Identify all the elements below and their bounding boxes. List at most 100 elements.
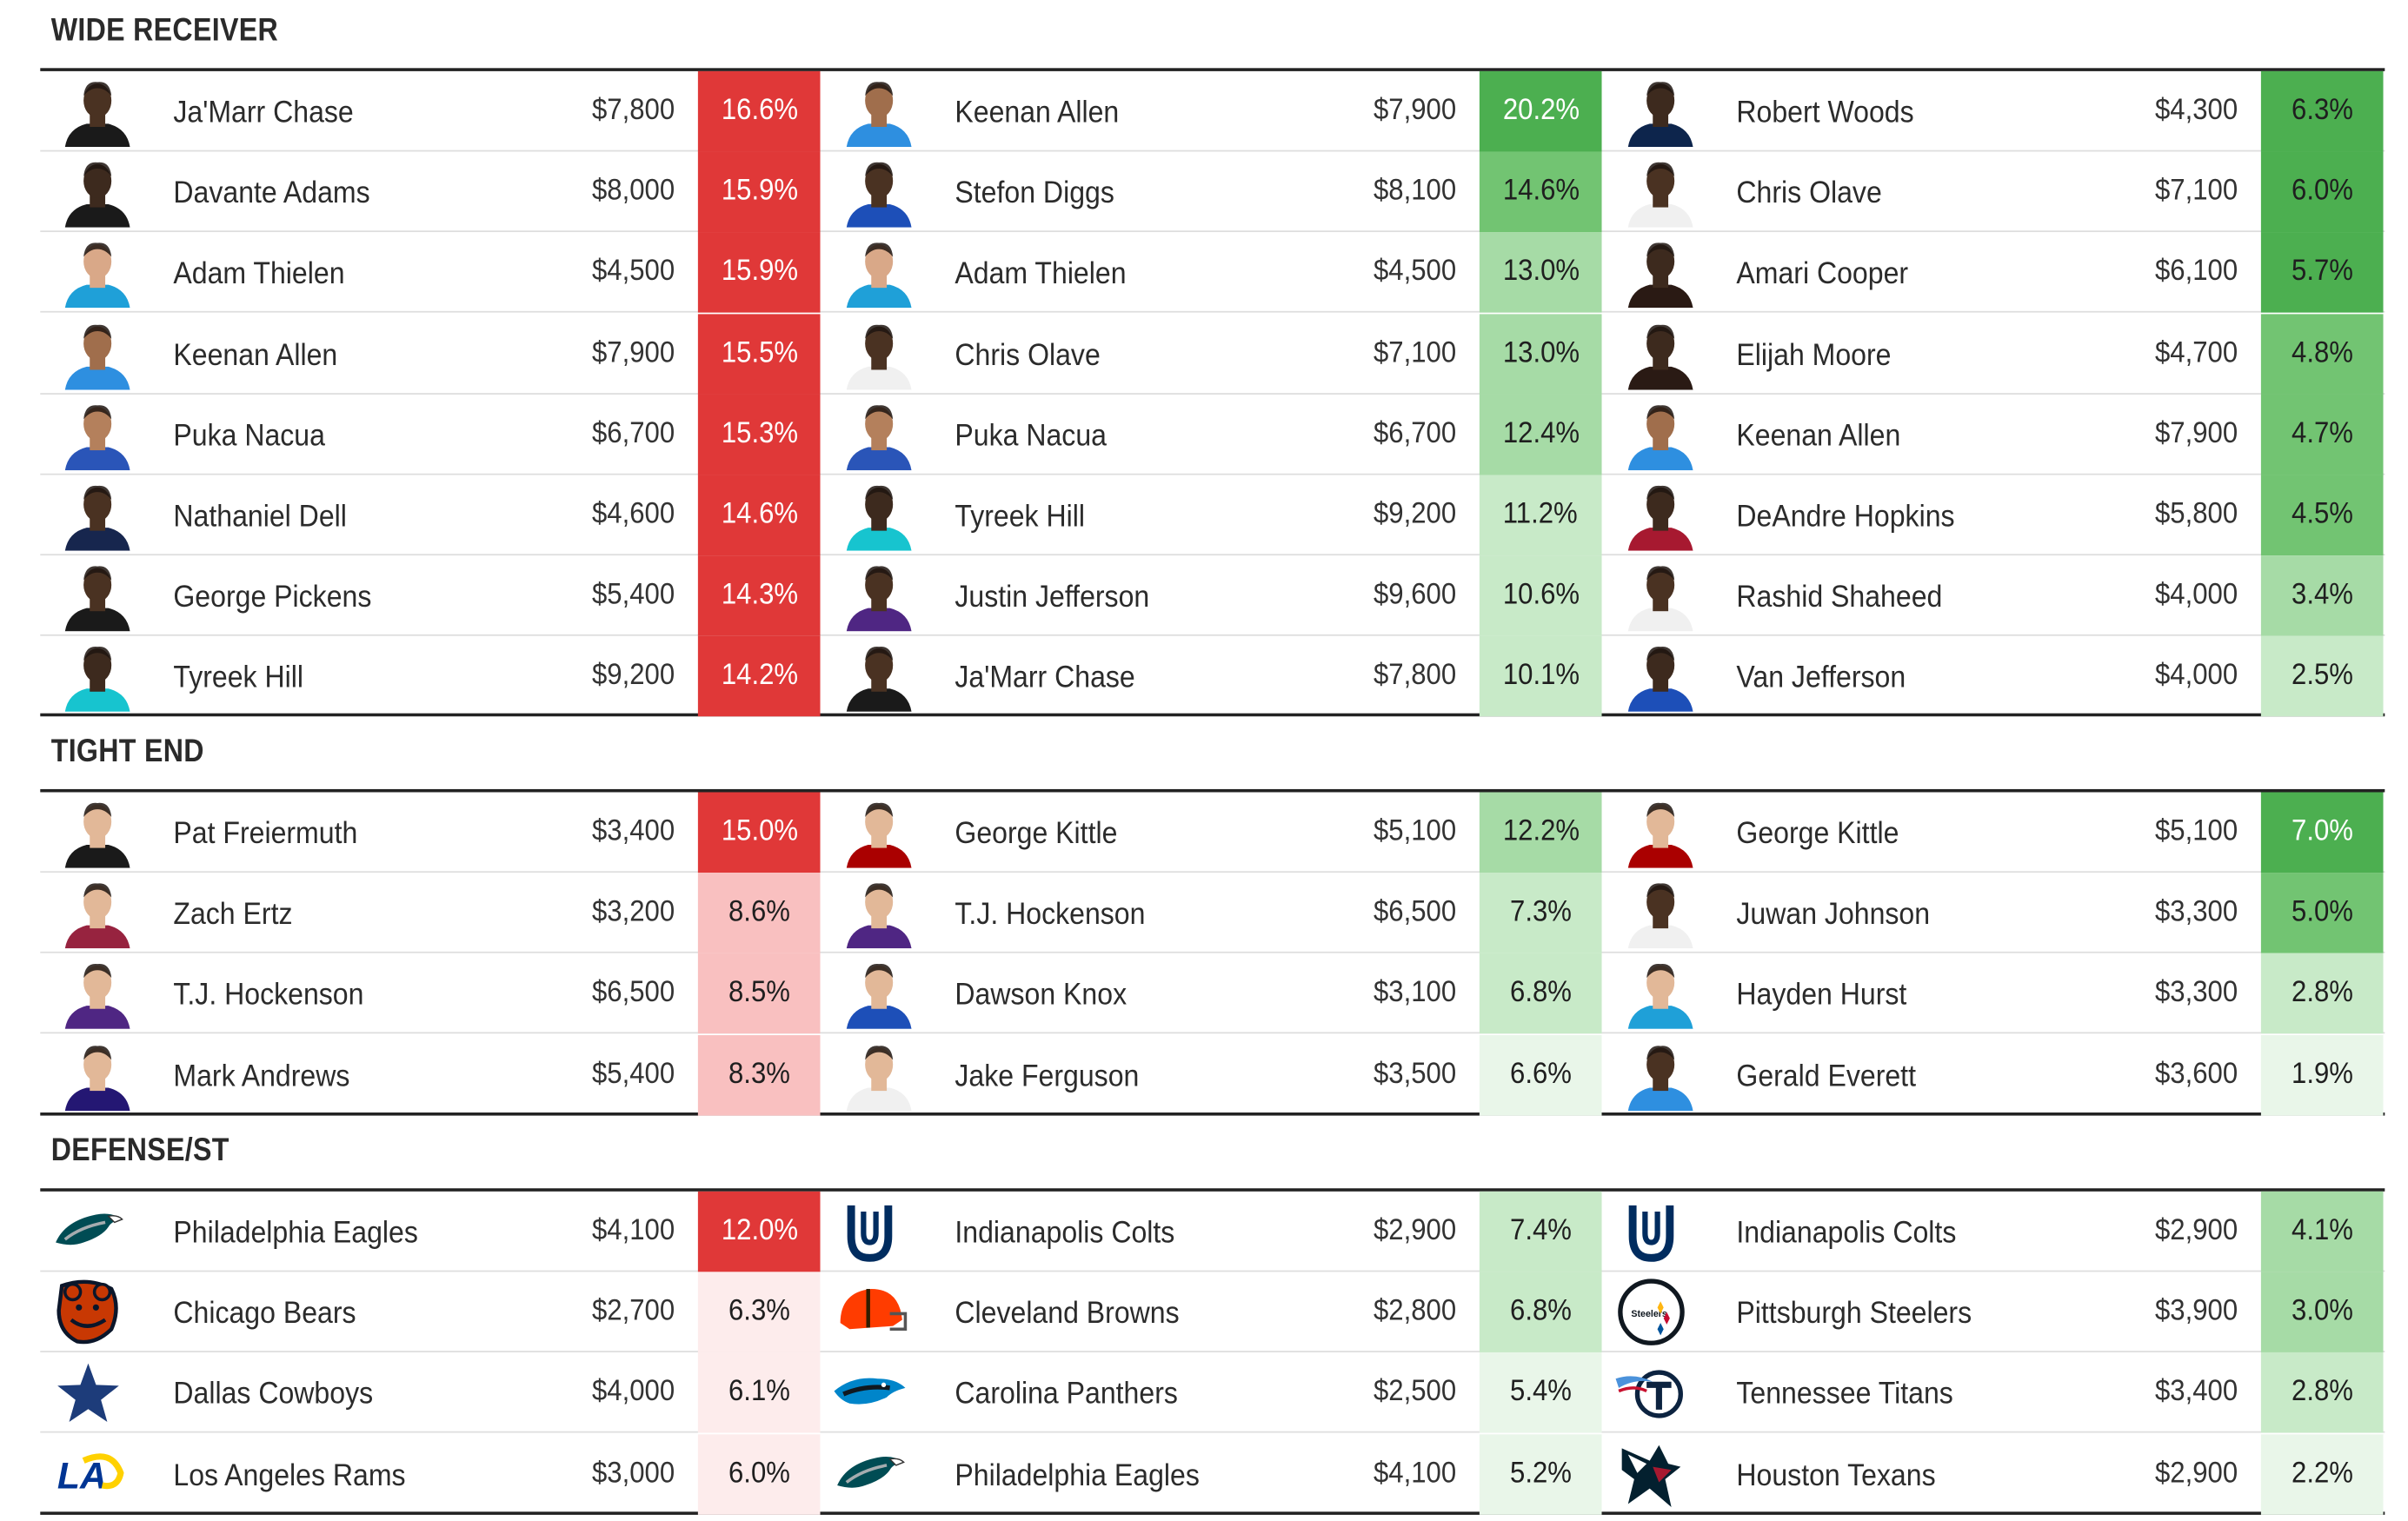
player-name: George Kittle	[955, 816, 1118, 852]
player-cell-pittsburgh-steelers[interactable]: Steelers Pittsburgh Steelers $3,900 3.0%	[1603, 1272, 2385, 1353]
player-cell-dawson-knox[interactable]: Dawson Knox $3,100 6.8%	[822, 953, 1603, 1034]
player-headshot-icon	[62, 1039, 133, 1111]
player-salary: $3,400	[591, 815, 675, 848]
player-cell-philadelphia-eagles[interactable]: Philadelphia Eagles $4,100 5.2%	[822, 1433, 1603, 1515]
player-cell-george-kittle[interactable]: George Kittle $5,100 12.2%	[822, 792, 1603, 873]
player-cell-elijah-moore[interactable]: Elijah Moore $4,700 4.8%	[1603, 313, 2385, 395]
ownership-percent-value: 11.2%	[1503, 498, 1579, 531]
player-cell-stefon-diggs[interactable]: Stefon Diggs $8,100 14.6%	[822, 151, 1603, 233]
player-cell-indianapolis-colts[interactable]: Indianapolis Colts $2,900 7.4%	[822, 1191, 1603, 1272]
player-cell-tyreek-hill[interactable]: Tyreek Hill $9,200 14.2%	[40, 636, 822, 717]
player-cell-hayden-hurst[interactable]: Hayden Hurst $3,300 2.8%	[1603, 953, 2385, 1034]
ownership-percent-value: 6.1%	[728, 1376, 790, 1409]
ownership-percent-value: 4.1%	[2291, 1214, 2353, 1247]
player-cell-amari-cooper[interactable]: Amari Cooper $6,100 5.7%	[1603, 232, 2385, 314]
player-cell-los-angeles-rams[interactable]: LA Los Angeles Rams $3,000 6.0%	[40, 1433, 822, 1515]
ownership-percent-value: 6.3%	[728, 1295, 790, 1328]
player-cell-adam-thielen[interactable]: Adam Thielen $4,500 13.0%	[822, 232, 1603, 314]
table-row: Pat Freiermuth $3,400 15.0% George Kittle $5…	[40, 792, 2385, 873]
ownership-percent-value: 15.9%	[721, 175, 798, 208]
ownership-percent-value: 7.0%	[2291, 815, 2353, 848]
player-cell-jake-ferguson[interactable]: Jake Ferguson $3,500 6.6%	[822, 1034, 1603, 1115]
ownership-percent: 14.6%	[697, 475, 821, 556]
player-salary: $9,600	[1373, 579, 1457, 612]
player-cell-van-jefferson[interactable]: Van Jefferson $4,000 2.5%	[1603, 636, 2385, 717]
player-headshot-icon	[1625, 237, 1696, 309]
player-salary: $4,500	[1373, 256, 1457, 289]
player-cell-pat-freiermuth[interactable]: Pat Freiermuth $3,400 15.0%	[40, 792, 822, 873]
ownership-percent: 6.8%	[1479, 953, 1602, 1034]
player-headshot-icon	[62, 399, 133, 470]
player-cell-puka-nacua[interactable]: Puka Nacua $6,700 15.3%	[40, 394, 822, 475]
player-cell-keenan-allen[interactable]: Keenan Allen $7,900 4.7%	[1603, 394, 2385, 475]
player-cell-tyreek-hill[interactable]: Tyreek Hill $9,200 11.2%	[822, 475, 1603, 556]
player-name: Ja'Marr Chase	[173, 96, 354, 130]
player-cell-george-pickens[interactable]: George Pickens $5,400 14.3%	[40, 555, 822, 637]
player-cell-mark-andrews[interactable]: Mark Andrews $5,400 8.3%	[40, 1034, 822, 1115]
player-cell-philadelphia-eagles[interactable]: Philadelphia Eagles $4,100 12.0%	[40, 1191, 822, 1272]
player-cell-juwan-johnson[interactable]: Juwan Johnson $3,300 5.0%	[1603, 873, 2385, 953]
player-cell-deandre-hopkins[interactable]: DeAndre Hopkins $5,800 4.5%	[1603, 475, 2385, 556]
player-salary: $3,900	[2154, 1295, 2238, 1328]
player-cell-rashid-shaheed[interactable]: Rashid Shaheed $4,000 3.4%	[1603, 555, 2385, 637]
ownership-percent: 7.3%	[1479, 873, 1602, 953]
player-cell-gerald-everett[interactable]: Gerald Everett $3,600 1.9%	[1603, 1034, 2385, 1115]
player-cell-ja-marr-chase[interactable]: Ja'Marr Chase $7,800 16.6%	[40, 70, 822, 152]
player-headshot-icon	[843, 878, 915, 949]
player-salary: $4,300	[2154, 94, 2238, 127]
eagles-logo-icon	[50, 1196, 127, 1267]
player-name: George Kittle	[1736, 816, 1899, 852]
player-headshot-icon	[62, 561, 133, 632]
player-cell-tennessee-titans[interactable]: Tennessee Titans $3,400 2.8%	[1603, 1352, 2385, 1434]
player-salary: $3,100	[1373, 977, 1457, 1010]
player-cell-george-kittle[interactable]: George Kittle $5,100 7.0%	[1603, 792, 2385, 873]
player-cell-justin-jefferson[interactable]: Justin Jefferson $9,600 10.6%	[822, 555, 1603, 637]
player-cell-ja-marr-chase[interactable]: Ja'Marr Chase $7,800 10.1%	[822, 636, 1603, 717]
ownership-percent: 6.1%	[697, 1352, 821, 1434]
player-cell-carolina-panthers[interactable]: Carolina Panthers $2,500 5.4%	[822, 1352, 1603, 1434]
player-cell-robert-woods[interactable]: Robert Woods $4,300 6.3%	[1603, 70, 2385, 152]
player-cell-chicago-bears[interactable]: Chicago Bears $2,700 6.3%	[40, 1272, 822, 1353]
player-cell-dallas-cowboys[interactable]: Dallas Cowboys $4,000 6.1%	[40, 1352, 822, 1434]
player-cell-zach-ertz[interactable]: Zach Ertz $3,200 8.6%	[40, 873, 822, 953]
player-cell-houston-texans[interactable]: Houston Texans $2,900 2.2%	[1603, 1433, 2385, 1515]
player-salary: $9,200	[1373, 498, 1457, 531]
ownership-percent: 5.0%	[2260, 873, 2384, 953]
player-salary: $7,900	[591, 336, 675, 369]
ownership-percent: 12.0%	[697, 1191, 821, 1272]
player-headshot-icon	[843, 959, 915, 1030]
ownership-percent: 4.8%	[2260, 313, 2384, 395]
player-cell-nathaniel-dell[interactable]: Nathaniel Dell $4,600 14.6%	[40, 475, 822, 556]
player-cell-chris-olave[interactable]: Chris Olave $7,100 13.0%	[822, 313, 1603, 395]
ownership-percent: 16.6%	[697, 70, 821, 152]
player-name: Puka Nacua	[173, 419, 325, 454]
player-headshot-icon	[62, 156, 133, 229]
player-name: Justin Jefferson	[955, 580, 1150, 615]
player-salary: $4,700	[2154, 336, 2238, 369]
ownership-percent-value: 6.3%	[2291, 94, 2353, 127]
player-cell-chris-olave[interactable]: Chris Olave $7,100 6.0%	[1603, 151, 2385, 233]
ownership-percent: 2.2%	[2260, 1433, 2384, 1515]
player-cell-adam-thielen[interactable]: Adam Thielen $4,500 15.9%	[40, 232, 822, 314]
player-name: Philadelphia Eagles	[173, 1216, 418, 1251]
player-name: Elijah Moore	[1736, 338, 1892, 373]
player-cell-cleveland-browns[interactable]: Cleveland Browns $2,800 6.8%	[822, 1272, 1603, 1353]
ownership-percent-value: 13.0%	[1502, 256, 1580, 289]
section-divider	[40, 68, 2385, 71]
table-row: Davante Adams $8,000 15.9% Stefon Diggs $8,1…	[40, 151, 2385, 233]
player-cell-indianapolis-colts[interactable]: Indianapolis Colts $2,900 4.1%	[1603, 1191, 2385, 1272]
player-cell-keenan-allen[interactable]: Keenan Allen $7,900 20.2%	[822, 70, 1603, 152]
section-title-wide-receiver: WIDE RECEIVER	[50, 12, 278, 49]
player-headshot-icon	[62, 959, 133, 1030]
player-cell-puka-nacua[interactable]: Puka Nacua $6,700 12.4%	[822, 394, 1603, 475]
player-name: Gerald Everett	[1736, 1059, 1917, 1093]
player-name: Adam Thielen	[173, 257, 345, 292]
player-name: Houston Texans	[1736, 1458, 1936, 1493]
player-cell-t-j-hockenson[interactable]: T.J. Hockenson $6,500 7.3%	[822, 873, 1603, 953]
player-cell-davante-adams[interactable]: Davante Adams $8,000 15.9%	[40, 151, 822, 233]
player-cell-keenan-allen[interactable]: Keenan Allen $7,900 15.5%	[40, 313, 822, 395]
ownership-percent-value: 6.6%	[1509, 1057, 1572, 1091]
ownership-percent: 13.0%	[1479, 313, 1602, 395]
player-salary: $7,800	[591, 94, 675, 127]
player-cell-t-j-hockenson[interactable]: T.J. Hockenson $6,500 8.5%	[40, 953, 822, 1034]
